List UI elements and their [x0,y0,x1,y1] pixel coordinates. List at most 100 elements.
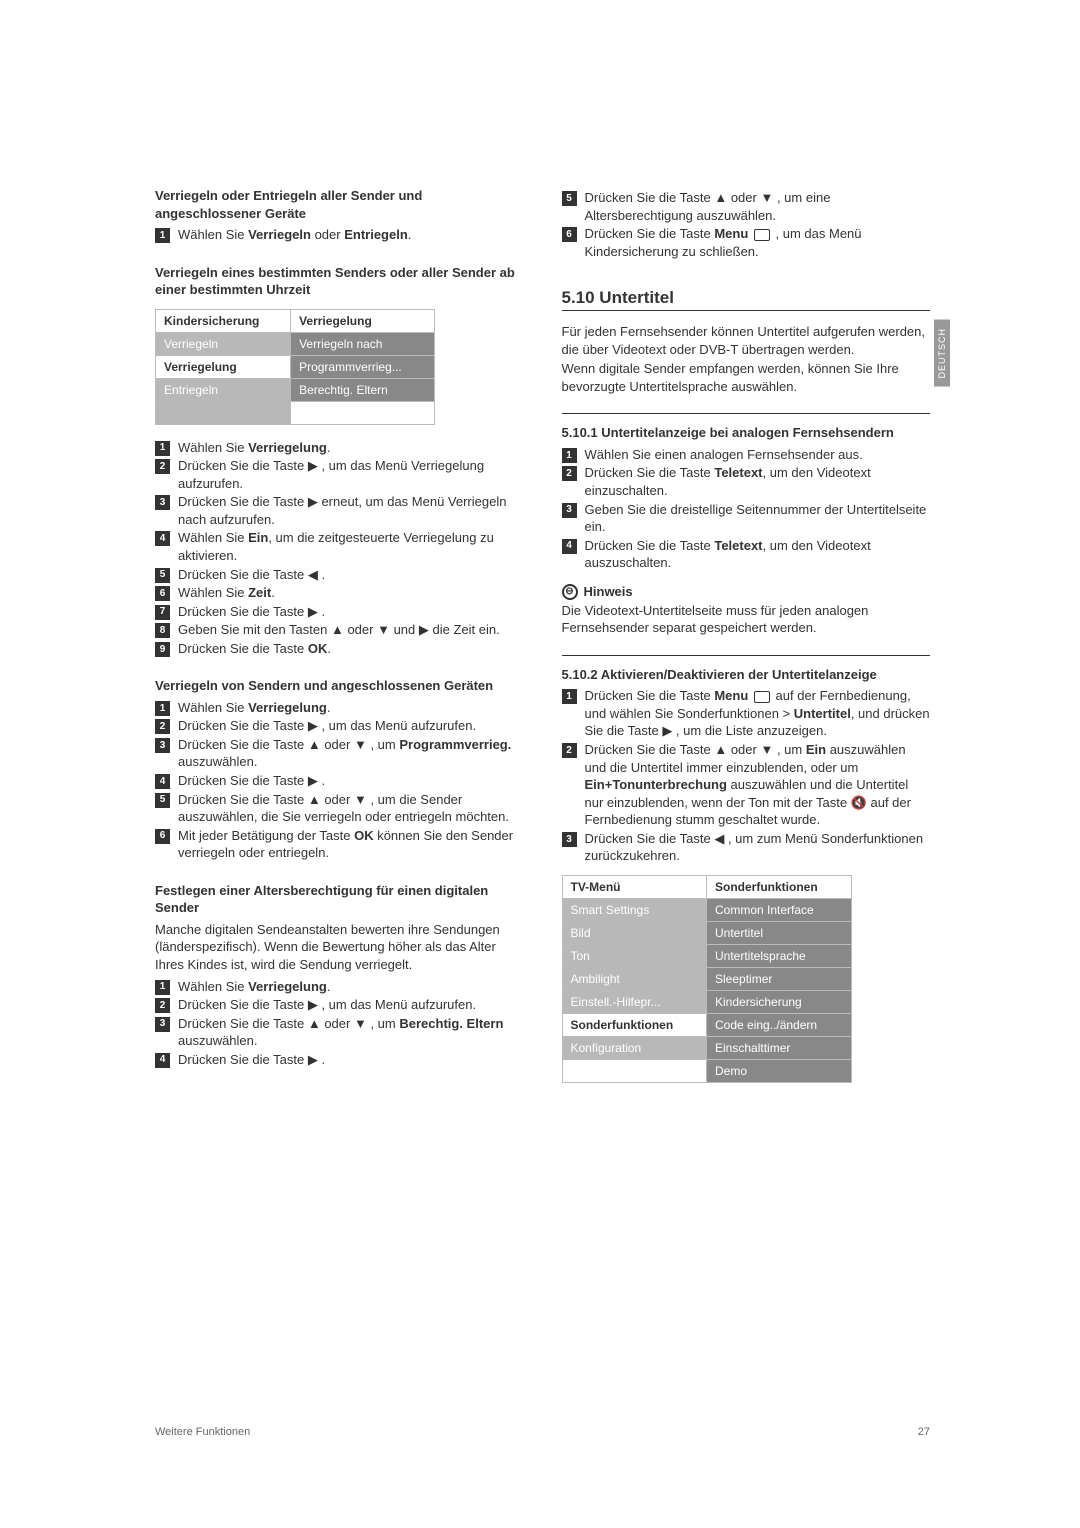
th: TV-Menü [562,875,707,898]
step-text: Wählen Sie Verriegeln oder Entriegeln. [178,226,524,244]
td: Verriegeln nach [291,332,435,355]
language-sidetab: DEUTSCH [934,320,950,387]
step-text: Wählen Sie Ein, um die zeitgesteuerte Ve… [178,529,524,564]
step-num: 4 [155,1053,170,1068]
intro-paragraph-1: Für jeden Fernsehsender können Untertite… [562,323,931,358]
step-text: Drücken Sie die Taste ▶ . [178,603,524,621]
left-heading-3: Verriegeln von Sendern und angeschlossen… [155,677,524,695]
td: Common Interface [707,898,852,921]
hinweis-row: ⊖ Hinweis [562,584,931,600]
step-text: Wählen Sie Verriegelung. [178,978,524,996]
step-num: 6 [562,227,577,242]
step-num: 8 [155,623,170,638]
td [562,1059,707,1082]
step-num: 2 [562,743,577,758]
sub2-title: 5.10.2 Aktivieren/Deaktivieren der Unter… [562,666,931,684]
hinweis-label: Hinweis [584,584,633,599]
footer-left-text: Weitere Funktionen [155,1426,250,1438]
step-text: Drücken Sie die Taste ▲ oder ▼ , um Prog… [178,736,524,771]
step-text: Drücken Sie die Taste Menu auf der Fernb… [585,687,931,740]
step-text: Drücken Sie die Taste ◀ , um zum Menü So… [585,830,931,865]
td [291,401,435,424]
step-num: 1 [562,448,577,463]
step-text: Drücken Sie die Taste ▲ oder ▼ , um die … [178,791,524,826]
left-heading-2: Verriegeln eines bestimmten Senders oder… [155,264,524,299]
step-num: 3 [562,832,577,847]
td: Smart Settings [562,898,707,921]
td: Sleeptimer [707,967,852,990]
intro-paragraph-2: Wenn digitale Sender empfangen werden, k… [562,360,931,395]
step-num: 5 [562,191,577,206]
step-text: Wählen Sie einen analogen Fernsehsender … [585,446,931,464]
left-steps-3: 1 Wählen Sie Verriegelung. 2 Drücken Sie d… [155,699,524,862]
step-text: Drücken Sie die Taste ▶ erneut, um das M… [178,493,524,528]
step-num: 2 [155,719,170,734]
step-num: 3 [155,1017,170,1032]
step-text: Drücken Sie die Taste ▶ . [178,772,524,790]
step-text: Drücken Sie die Taste ▶ , um das Menü au… [178,996,524,1014]
td: Konfiguration [562,1036,707,1059]
right-column: 5Drücken Sie die Taste ▲ oder ▼ , um ein… [562,185,931,1097]
step-text: Drücken Sie die Taste ▶ , um das Menü Ve… [178,457,524,492]
step-num: 3 [155,738,170,753]
td: Entriegeln [156,378,291,401]
th: Sonderfunktionen [707,875,852,898]
left-steps-4: 1 Wählen Sie Verriegelung. 2 Drücken Sie d… [155,978,524,1069]
step-text: Drücken Sie die Taste ◀ . [178,566,524,584]
td: Verriegeln [156,332,291,355]
step-num: 2 [155,459,170,474]
page-footer: Weitere Funktionen 27 [155,1426,930,1438]
td: Einschalttimer [707,1036,852,1059]
step-text: Wählen Sie Zeit. [178,584,524,602]
step-num: 7 [155,605,170,620]
step-text: Mit jeder Betätigung der Taste OK können… [178,827,524,862]
sub1-title: 5.10.1 Untertitelanzeige bei analogen Fe… [562,424,931,442]
td: Programmverrieg... [291,355,435,378]
step-num: 1 [155,441,170,456]
step-text: Drücken Sie die Taste Teletext, um den V… [585,464,931,499]
td: Demo [707,1059,852,1082]
menu-icon [754,691,770,703]
left-column: Verriegeln oder Entriegeln aller Sender … [155,185,524,1097]
step-text: Wählen Sie Verriegelung. [178,439,524,457]
left-paragraph-4: Manche digitalen Sendeanstalten bewerten… [155,921,524,974]
step-num: 5 [155,568,170,583]
step-num: 2 [562,466,577,481]
step-text: Drücken Sie die Taste ▶ , um das Menü au… [178,717,524,735]
step-num: 3 [155,495,170,510]
step-text: Wählen Sie Verriegelung. [178,699,524,717]
step-num: 2 [155,998,170,1013]
left-steps-2: 1 Wählen Sie Verriegelung. 2 Drücken Sie d… [155,439,524,658]
step-text: Drücken Sie die Taste Teletext, um den V… [585,537,931,572]
step-num: 1 [155,980,170,995]
step-text: Drücken Sie die Taste Menu , um das Menü… [585,225,931,260]
step-text: Drücken Sie die Taste OK. [178,640,524,658]
td: Bild [562,921,707,944]
step-text: Drücken Sie die Taste ▶ . [178,1051,524,1069]
th: Kindersicherung [156,309,291,332]
step-num: 6 [155,586,170,601]
step-num: 4 [155,531,170,546]
step-text: Drücken Sie die Taste ▲ oder ▼ , um Ein … [585,741,931,829]
menu-icon [754,229,770,241]
td: Einstell.-Hilfepr... [562,990,707,1013]
step-text: Geben Sie mit den Tasten ▲ oder ▼ und ▶ … [178,621,524,639]
footer-page-number: 27 [918,1426,930,1438]
step-text: Drücken Sie die Taste ▲ oder ▼ , um Bere… [178,1015,524,1050]
step-num: 1 [155,701,170,716]
page-columns: Verriegeln oder Entriegeln aller Sender … [155,185,930,1097]
td: Ambilight [562,967,707,990]
step-num: 3 [562,503,577,518]
step-num: 4 [562,539,577,554]
info-icon: ⊖ [562,584,578,600]
step-num: 1 [562,689,577,704]
sub1-steps: 1 Wählen Sie einen analogen Fernsehsender… [562,446,931,572]
right-steps-top: 5Drücken Sie die Taste ▲ oder ▼ , um ein… [562,189,931,260]
td: Ton [562,944,707,967]
step-num: 6 [155,829,170,844]
td: Untertitelsprache [707,944,852,967]
td: Sonderfunktionen [562,1013,707,1036]
step-num: 5 [155,793,170,808]
left-heading-1: Verriegeln oder Entriegeln aller Sender … [155,187,524,222]
kindersicherung-table: KindersicherungVerriegelung VerriegelnVe… [155,309,435,425]
